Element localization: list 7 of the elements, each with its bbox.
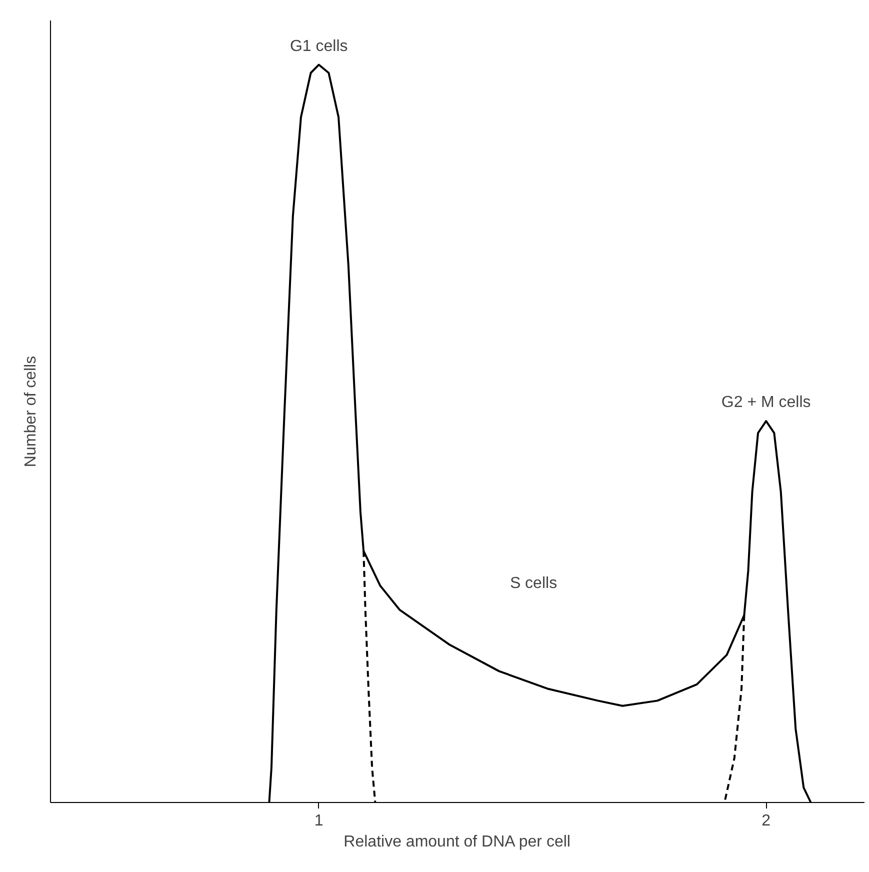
annotation: G1 cells — [290, 38, 348, 55]
x-axis-title: Relative amount of DNA per cell — [344, 834, 570, 850]
y-axis-title: Number of cells — [22, 356, 40, 468]
x-tick-label: 2 — [762, 812, 771, 830]
x-tick-label: 1 — [314, 812, 324, 830]
annotation: G2 + M cells — [721, 394, 811, 412]
annotation: S cells — [510, 575, 558, 592]
